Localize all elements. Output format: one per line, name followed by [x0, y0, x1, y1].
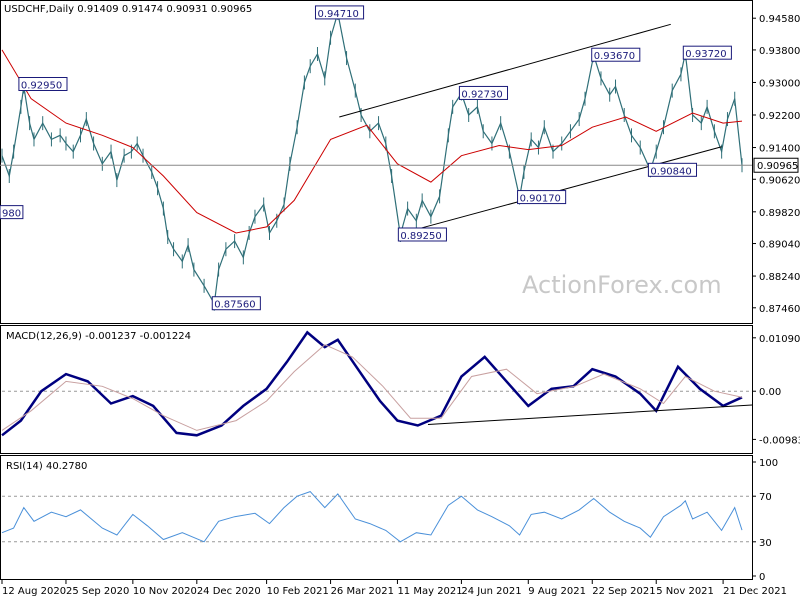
- x-tick-label: 25 Sep 2020: [66, 586, 129, 597]
- price-annotation: 0.94710: [314, 5, 365, 20]
- rsi-y-tick-label: 100: [759, 458, 778, 469]
- rsi-y-tick-label: 30: [759, 538, 772, 549]
- price-y-tick-label: 0.91400: [759, 144, 800, 155]
- price-annotation: 0.87560: [211, 296, 261, 311]
- moving-average-line: [1, 49, 743, 234]
- price-annotation-box: [397, 227, 447, 242]
- x-tick-label: 22 Sep 2021: [592, 586, 655, 597]
- price-y-tick-label: 0.88240: [759, 272, 800, 283]
- price-annotation-label: 980: [2, 209, 21, 220]
- price-panel-border: [0, 0, 753, 324]
- macd-line: [1, 330, 743, 437]
- price-y-tick-label: 0.89820: [759, 208, 800, 219]
- price-annotation-box: [0, 205, 24, 220]
- rsi-line: [1, 491, 743, 543]
- price-y-tick-label: 0.93800: [759, 46, 800, 57]
- price-y-tick-label: 0.89040: [759, 240, 800, 251]
- price-y-tick-label: 0.87460: [759, 304, 800, 315]
- price-panel-title: USDCHF,Daily 0.91409 0.91474 0.90931 0.9…: [4, 4, 252, 15]
- price-annotation: 0.90840: [647, 162, 698, 177]
- x-tick-label: 24 Dec 2020: [197, 586, 261, 597]
- price-annotation-box: [647, 162, 698, 177]
- price-y-tick-label: 0.90620: [759, 175, 800, 186]
- macd-y-tick-label: -0.009837: [759, 435, 800, 446]
- price-line: [1, 12, 743, 306]
- price-annotation: 0.92950: [18, 77, 68, 92]
- price-annotation: 0.93670: [591, 47, 641, 62]
- price-annotation-box: [458, 85, 509, 100]
- current-price-label: 0.90965: [757, 161, 798, 172]
- x-tick-label: 9 Aug 2021: [528, 586, 586, 597]
- price-trendline: [339, 23, 671, 118]
- price-annotation: 0.89250: [397, 227, 447, 242]
- price-annotation-label: 0.89250: [400, 231, 441, 242]
- watermark: ActionForex.com: [522, 271, 722, 299]
- price-annotation-label: 0.90840: [650, 166, 691, 177]
- price-annotation-label: 0.93670: [594, 51, 635, 62]
- current-price-box: [753, 157, 799, 173]
- macd-panel-border: [0, 325, 753, 454]
- rsi-panel-border: [0, 455, 753, 580]
- x-tick-label: 11 May 2021: [397, 586, 462, 597]
- price-annotation-label: 0.94710: [317, 9, 358, 20]
- price-annotation-label: 0.87560: [214, 300, 255, 311]
- rsi-y-tick-label: 70: [759, 492, 772, 503]
- rsi-y-tick-label: 0: [759, 572, 765, 583]
- price-annotation-box: [591, 47, 641, 62]
- price-annotation-box: [314, 5, 365, 20]
- price-annotation: 0.90170: [517, 190, 567, 205]
- price-annotation-label: 0.92730: [461, 89, 502, 100]
- x-tick-label: 26 Mar 2021: [331, 586, 394, 597]
- price-y-tick-label: 0.93000: [759, 78, 800, 89]
- x-tick-label: 5 Nov 2021: [656, 586, 714, 597]
- price-annotation: 0.93720: [682, 45, 732, 60]
- x-tick-label: 10 Nov 2020: [133, 586, 197, 597]
- price-annotation-box: [517, 190, 567, 205]
- macd-signal-line: [1, 344, 743, 431]
- price-annotation-label: 0.90170: [520, 194, 561, 205]
- price-annotation: 0.92730: [458, 85, 509, 100]
- rsi-panel-title: RSI(14) 40.2780: [6, 461, 87, 472]
- price-y-tick-label: 0.94580: [759, 14, 800, 25]
- price-annotation-box: [682, 45, 732, 60]
- chart-frame: [0, 0, 753, 580]
- macd-trendline: [427, 404, 753, 426]
- price-annotation-label: 0.93720: [685, 49, 726, 60]
- price-y-tick-label: 0.92200: [759, 111, 800, 122]
- macd-y-tick-label: 0.00: [759, 387, 781, 398]
- price-annotation: 980: [0, 205, 24, 220]
- x-tick-label: 24 Jun 2021: [461, 586, 521, 597]
- chart-dynamic-layer: 0.94580 0.93800 0.93000 0.92200 0.91400 0.906…: [0, 5, 800, 597]
- macd-panel-title: MACD(12,26,9) -0.001237 -0.001224: [6, 331, 191, 342]
- x-tick-label: 10 Feb 2021: [267, 586, 329, 597]
- price-annotation-box: [18, 77, 68, 91]
- price-annotation-label: 0.92950: [21, 81, 62, 92]
- x-tick-label: 21 Dec 2021: [723, 586, 787, 597]
- macd-y-tick-label: 0.010906: [759, 334, 800, 345]
- price-trendline: [410, 146, 722, 232]
- x-tick-label: 12 Aug 2020: [2, 586, 66, 597]
- price-annotation-box: [211, 296, 261, 311]
